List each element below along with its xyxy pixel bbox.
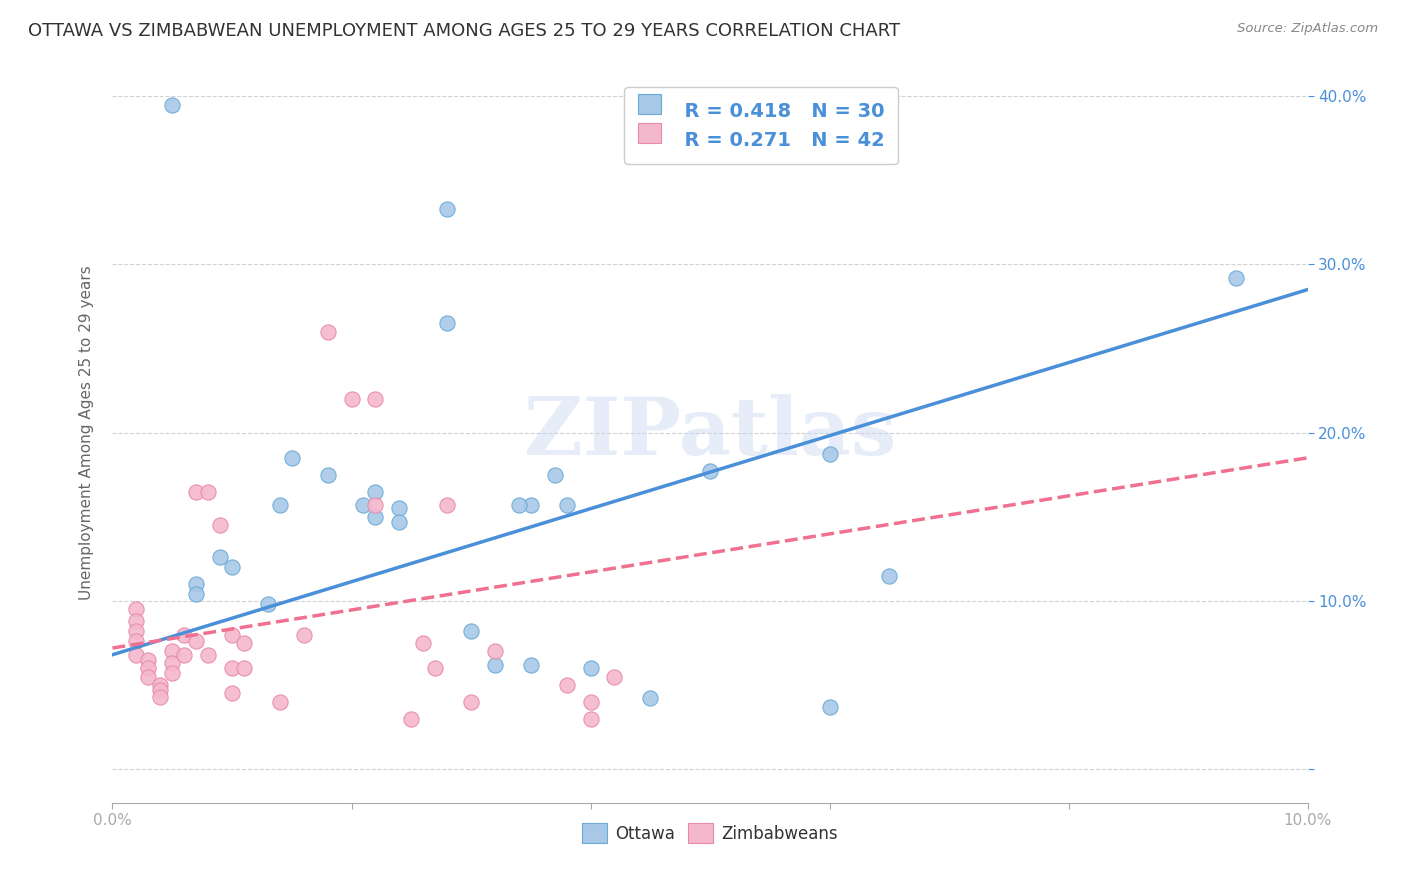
- Point: [125, 648, 148, 662]
- Point: [1225, 270, 1247, 285]
- Point: [197, 648, 219, 662]
- Point: [125, 624, 148, 639]
- Point: [353, 498, 375, 512]
- Point: [173, 648, 195, 662]
- Point: [388, 515, 411, 529]
- Point: [281, 450, 304, 465]
- Point: [162, 97, 183, 112]
- Text: OTTAWA VS ZIMBABWEAN UNEMPLOYMENT AMONG AGES 25 TO 29 YEARS CORRELATION CHART: OTTAWA VS ZIMBABWEAN UNEMPLOYMENT AMONG …: [28, 22, 900, 40]
- Point: [484, 657, 506, 672]
- Point: [125, 602, 148, 616]
- Point: [269, 695, 291, 709]
- Point: [818, 448, 841, 462]
- Point: [340, 392, 363, 406]
- Point: [436, 316, 458, 330]
- Point: [316, 325, 339, 339]
- Point: [401, 712, 423, 726]
- Point: [460, 695, 482, 709]
- Point: [138, 670, 160, 684]
- Point: [579, 712, 602, 726]
- Point: [221, 560, 243, 574]
- Point: [388, 501, 411, 516]
- Point: [460, 624, 482, 639]
- Point: [221, 686, 243, 700]
- Point: [412, 636, 434, 650]
- Point: [233, 661, 256, 675]
- Point: [543, 467, 565, 482]
- Point: [425, 661, 447, 675]
- Point: [364, 392, 387, 406]
- Point: [269, 498, 291, 512]
- Point: [603, 670, 626, 684]
- Point: [125, 634, 148, 648]
- Point: [186, 577, 208, 591]
- Point: [221, 661, 243, 675]
- Point: [436, 498, 458, 512]
- Point: [197, 484, 219, 499]
- Point: [484, 644, 506, 658]
- Point: [138, 661, 160, 675]
- Point: [699, 464, 721, 478]
- Point: [149, 683, 172, 698]
- Point: [209, 550, 232, 565]
- Point: [209, 518, 232, 533]
- Point: [555, 678, 578, 692]
- Point: [316, 467, 339, 482]
- Point: [186, 634, 208, 648]
- Point: [257, 597, 280, 611]
- Point: [364, 498, 387, 512]
- Point: [221, 627, 243, 641]
- Point: [292, 627, 315, 641]
- Point: [640, 691, 662, 706]
- Text: ZIPatlas: ZIPatlas: [524, 393, 896, 472]
- Point: [364, 509, 387, 524]
- Point: [520, 657, 543, 672]
- Legend: Ottawa, Zimbabweans: Ottawa, Zimbabweans: [575, 816, 845, 850]
- Point: [149, 690, 172, 704]
- Point: [879, 568, 901, 582]
- Point: [818, 699, 841, 714]
- Point: [579, 695, 602, 709]
- Point: [162, 656, 183, 670]
- Point: [508, 498, 530, 512]
- Point: [233, 636, 256, 650]
- Point: [125, 614, 148, 628]
- Point: [436, 202, 458, 216]
- Point: [173, 627, 195, 641]
- Y-axis label: Unemployment Among Ages 25 to 29 years: Unemployment Among Ages 25 to 29 years: [79, 265, 94, 600]
- Point: [579, 661, 602, 675]
- Point: [162, 644, 183, 658]
- Point: [149, 678, 172, 692]
- Point: [520, 498, 543, 512]
- Text: Source: ZipAtlas.com: Source: ZipAtlas.com: [1237, 22, 1378, 36]
- Point: [162, 666, 183, 681]
- Point: [364, 484, 387, 499]
- Point: [138, 653, 160, 667]
- Point: [555, 498, 578, 512]
- Point: [186, 587, 208, 601]
- Point: [186, 484, 208, 499]
